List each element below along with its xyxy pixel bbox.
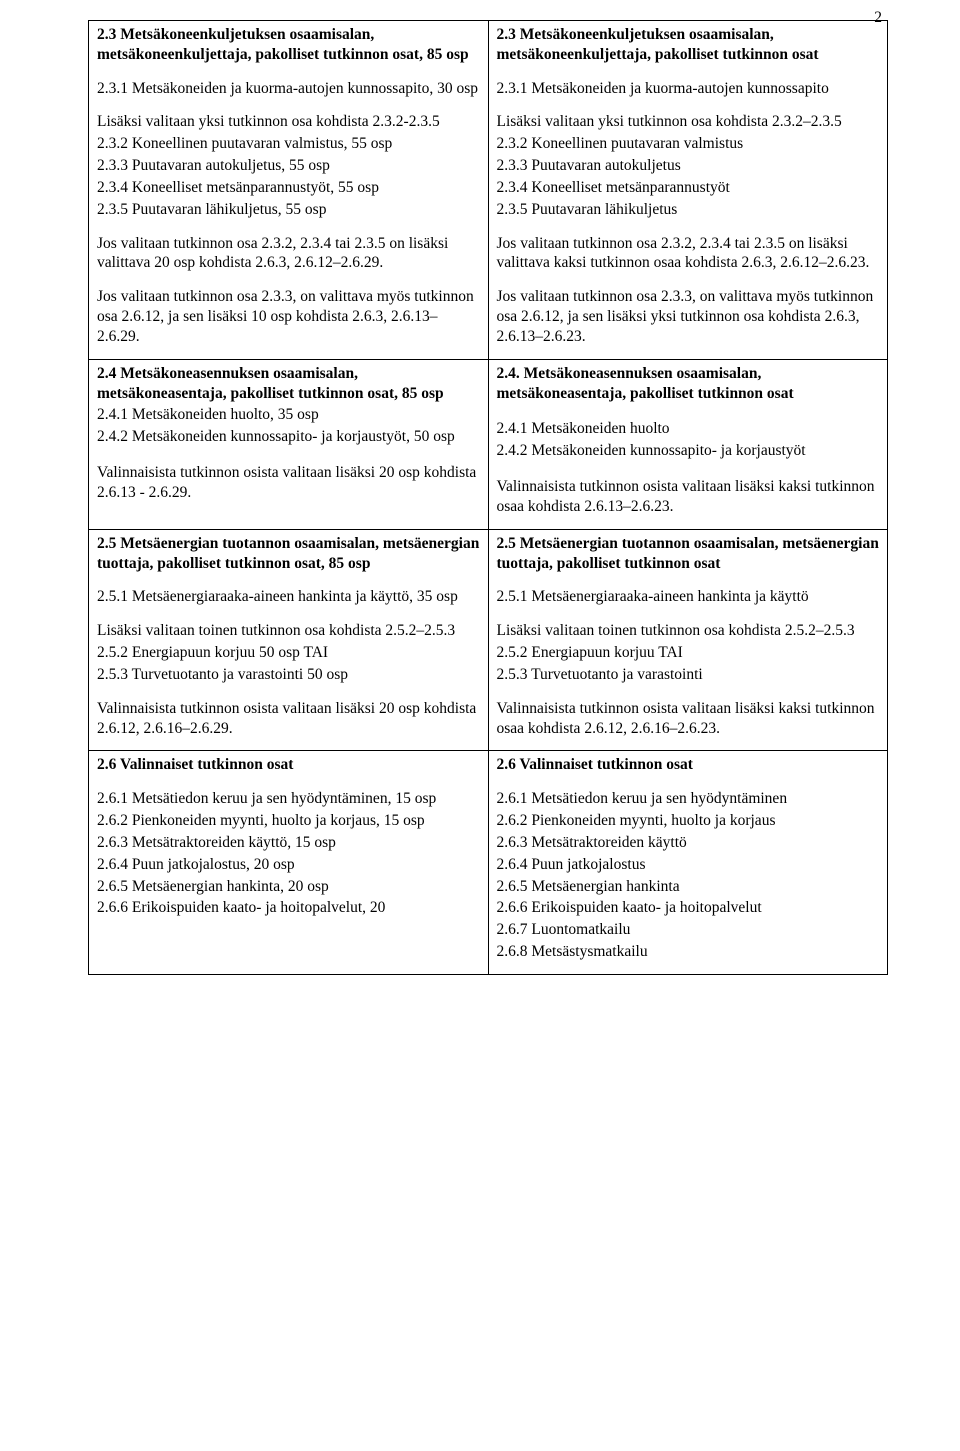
text: 2.3.4 Koneelliset metsänparannustyöt <box>497 178 880 198</box>
text: 2.6.7 Luontomatkailu <box>497 920 880 940</box>
text: Jos valitaan tutkinnon osa 2.3.3, on val… <box>497 287 880 346</box>
text: 2.6.5 Metsäenergian hankinta <box>497 877 880 897</box>
text: 2.6.5 Metsäenergian hankinta, 20 osp <box>97 877 480 897</box>
text: Jos valitaan tutkinnon osa 2.3.3, on val… <box>97 287 480 346</box>
text: 2.3.3 Puutavaran autokuljetus <box>497 156 880 176</box>
cell-2-6-left: 2.6 Valinnaiset tutkinnon osat 2.6.1 Met… <box>89 751 489 974</box>
heading-2-4-left: 2.4 Metsäkoneasennuksen osaamisalan, met… <box>97 365 444 402</box>
cell-2-5-left: 2.5 Metsäenergian tuotannon osaamisalan,… <box>89 529 489 751</box>
text: 2.6.4 Puun jatkojalostus, 20 osp <box>97 855 480 875</box>
text: Valinnaisista tutkinnon osista valitaan … <box>97 463 480 503</box>
heading-2-6-left: 2.6 Valinnaiset tutkinnon osat <box>97 756 293 773</box>
text: Lisäksi valitaan yksi tutkinnon osa kohd… <box>97 112 480 132</box>
text: Jos valitaan tutkinnon osa 2.3.2, 2.3.4 … <box>497 234 880 274</box>
heading-2-4-right: 2.4. Metsäkoneasennuksen osaamisalan, me… <box>497 365 794 402</box>
text: 2.6.3 Metsätraktoreiden käyttö <box>497 833 880 853</box>
text: 2.3.1 Metsäkoneiden ja kuorma-autojen ku… <box>497 79 880 99</box>
table-row: 2.6 Valinnaiset tutkinnon osat 2.6.1 Met… <box>89 751 888 974</box>
text: 2.3.1 Metsäkoneiden ja kuorma-autojen ku… <box>97 79 480 99</box>
text: 2.4.1 Metsäkoneiden huolto, 35 osp <box>97 405 480 425</box>
table-row: 2.5 Metsäenergian tuotannon osaamisalan,… <box>89 529 888 751</box>
cell-2-6-right: 2.6 Valinnaiset tutkinnon osat 2.6.1 Met… <box>488 751 888 974</box>
page: 2 2.3 Metsäkoneenkuljetuksen osaamisalan… <box>0 0 960 1015</box>
heading-2-3-right: 2.3 Metsäkoneenkuljetuksen osaamisalan, … <box>497 26 819 63</box>
table-row: 2.3 Metsäkoneenkuljetuksen osaamisalan, … <box>89 21 888 360</box>
text: 2.6.6 Erikoispuiden kaato- ja hoitopalve… <box>97 898 480 918</box>
cell-2-4-right: 2.4. Metsäkoneasennuksen osaamisalan, me… <box>488 359 888 529</box>
text: 2.3.5 Puutavaran lähikuljetus <box>497 200 880 220</box>
text: 2.6.6 Erikoispuiden kaato- ja hoitopalve… <box>497 898 880 918</box>
text: 2.6.4 Puun jatkojalostus <box>497 855 880 875</box>
text: 2.6.3 Metsätraktoreiden käyttö, 15 osp <box>97 833 480 853</box>
cell-2-5-right: 2.5 Metsäenergian tuotannon osaamisalan,… <box>488 529 888 751</box>
heading-2-3-left: 2.3 Metsäkoneenkuljetuksen osaamisalan, … <box>97 26 469 63</box>
text: 2.3.2 Koneellinen puutavaran valmistus <box>497 134 880 154</box>
text: Lisäksi valitaan yksi tutkinnon osa kohd… <box>497 112 880 132</box>
text: 2.6.1 Metsätiedon keruu ja sen hyödyntäm… <box>497 789 880 809</box>
heading-2-5-right: 2.5 Metsäenergian tuotannon osaamisalan,… <box>497 535 879 572</box>
text: 2.5.3 Turvetuotanto ja varastointi 50 os… <box>97 665 480 685</box>
text: 2.6.1 Metsätiedon keruu ja sen hyödyntäm… <box>97 789 480 809</box>
text: Valinnaisista tutkinnon osista valitaan … <box>97 699 480 739</box>
text: Lisäksi valitaan toinen tutkinnon osa ko… <box>497 621 880 641</box>
heading-2-5-left: 2.5 Metsäenergian tuotannon osaamisalan,… <box>97 535 479 572</box>
text: 2.3.2 Koneellinen puutavaran valmistus, … <box>97 134 480 154</box>
heading-2-6-right: 2.6 Valinnaiset tutkinnon osat <box>497 756 693 773</box>
text: 2.5.3 Turvetuotanto ja varastointi <box>497 665 880 685</box>
text: 2.6.8 Metsästysmatkailu <box>497 942 880 962</box>
cell-2-4-left: 2.4 Metsäkoneasennuksen osaamisalan, met… <box>89 359 489 529</box>
text: 2.6.2 Pienkoneiden myynti, huolto ja kor… <box>497 811 880 831</box>
text: 2.4.2 Metsäkoneiden kunnossapito- ja kor… <box>97 427 480 447</box>
text: 2.5.2 Energiapuun korjuu 50 osp TAI <box>97 643 480 663</box>
text: Valinnaisista tutkinnon osista valitaan … <box>497 699 880 739</box>
text: 2.5.2 Energiapuun korjuu TAI <box>497 643 880 663</box>
text: 2.5.1 Metsäenergiaraaka-aineen hankinta … <box>97 587 480 607</box>
cell-2-3-right: 2.3 Metsäkoneenkuljetuksen osaamisalan, … <box>488 21 888 360</box>
cell-2-3-left: 2.3 Metsäkoneenkuljetuksen osaamisalan, … <box>89 21 489 360</box>
content-table: 2.3 Metsäkoneenkuljetuksen osaamisalan, … <box>88 20 888 975</box>
text: 2.3.4 Koneelliset metsänparannustyöt, 55… <box>97 178 480 198</box>
text: Valinnaisista tutkinnon osista valitaan … <box>497 477 880 517</box>
text: 2.3.3 Puutavaran autokuljetus, 55 osp <box>97 156 480 176</box>
text: 2.4.1 Metsäkoneiden huolto <box>497 419 880 439</box>
table-row: 2.4 Metsäkoneasennuksen osaamisalan, met… <box>89 359 888 529</box>
text: 2.3.5 Puutavaran lähikuljetus, 55 osp <box>97 200 480 220</box>
text: Lisäksi valitaan toinen tutkinnon osa ko… <box>97 621 480 641</box>
text: 2.4.2 Metsäkoneiden kunnossapito- ja kor… <box>497 441 880 461</box>
text: 2.6.2 Pienkoneiden myynti, huolto ja kor… <box>97 811 480 831</box>
page-number: 2 <box>874 8 882 28</box>
text: 2.5.1 Metsäenergiaraaka-aineen hankinta … <box>497 587 880 607</box>
text: Jos valitaan tutkinnon osa 2.3.2, 2.3.4 … <box>97 234 480 274</box>
